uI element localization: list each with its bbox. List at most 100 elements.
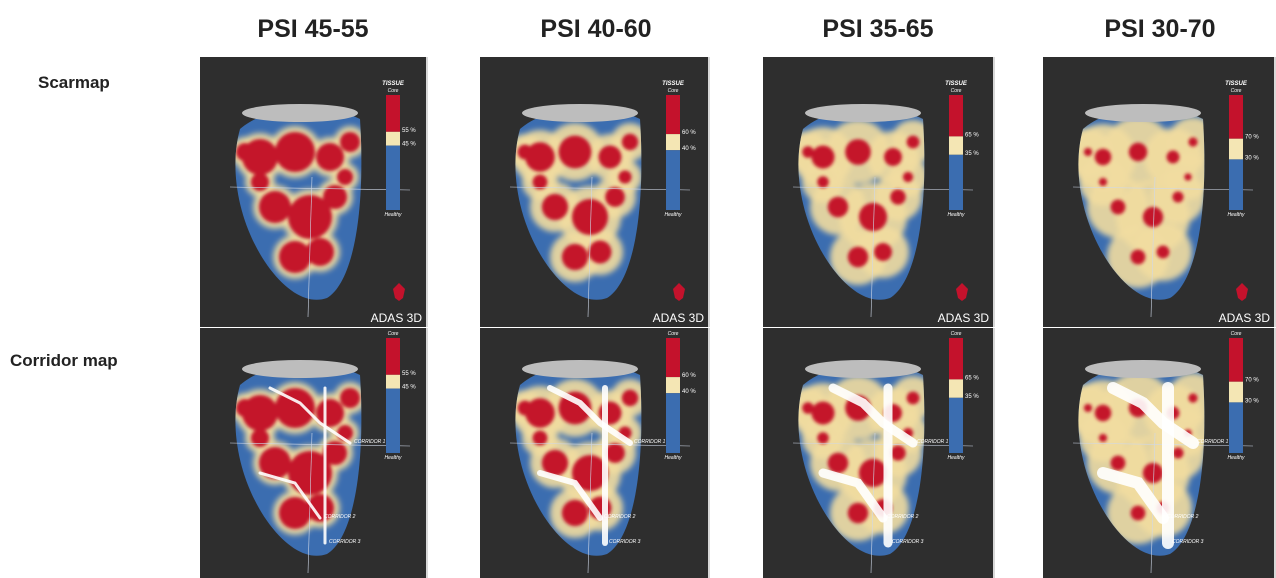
core — [811, 401, 834, 424]
panel-edge — [426, 328, 428, 578]
panel-edge — [426, 57, 428, 327]
logo-text: ADAS 3D — [653, 311, 705, 325]
core — [1167, 151, 1180, 164]
legend-blue — [949, 155, 963, 210]
core — [828, 197, 848, 217]
corridor-label: CORRIDOR 3 — [1172, 539, 1204, 545]
legend-mid — [1229, 139, 1243, 160]
core — [518, 145, 533, 160]
core — [1188, 393, 1197, 402]
core — [279, 241, 311, 273]
legend-core: Core — [951, 88, 962, 94]
core — [340, 388, 360, 408]
core — [817, 432, 829, 444]
heart-cap — [522, 360, 638, 378]
panel-edge — [993, 57, 995, 327]
core — [589, 241, 612, 264]
legend-title: TISSUE — [382, 81, 405, 87]
legend-healthy: Healthy — [948, 212, 965, 218]
legend-mid — [1229, 382, 1243, 403]
legend-lower: 45 % — [402, 385, 416, 391]
legend-lower: 40 % — [682, 146, 696, 152]
core — [1129, 143, 1147, 161]
legend-mid — [666, 134, 680, 150]
legend-red — [386, 338, 400, 375]
legend-upper: 65 % — [965, 132, 979, 138]
panel: CORRIDOR 1CORRIDOR 2CORRIDOR 3Core60 %40… — [480, 313, 710, 578]
core — [1095, 149, 1112, 166]
core — [1157, 246, 1170, 259]
core — [1084, 404, 1092, 412]
core — [890, 445, 905, 460]
corridor-label: CORRIDOR 1 — [354, 439, 386, 445]
core — [1143, 207, 1163, 227]
core — [1099, 178, 1107, 186]
corridor-label: CORRIDOR 2 — [604, 514, 636, 520]
core — [618, 170, 631, 183]
legend-core: Core — [951, 331, 962, 337]
core — [605, 443, 625, 463]
legend-healthy: Healthy — [665, 455, 682, 461]
legend-lower: 35 % — [965, 151, 979, 157]
core — [337, 169, 353, 185]
legend-mid — [386, 375, 400, 389]
legend-lower: 40 % — [682, 389, 696, 395]
legend-red — [666, 338, 680, 377]
panel-edge — [993, 328, 995, 578]
core — [542, 194, 568, 220]
core — [802, 146, 814, 158]
legend-red — [949, 338, 963, 379]
legend-upper: 70 % — [1245, 378, 1259, 384]
core — [316, 143, 344, 171]
legend-lower: 35 % — [965, 394, 979, 400]
core — [1099, 434, 1107, 442]
core — [518, 401, 533, 416]
core — [1188, 137, 1197, 146]
core — [599, 146, 622, 169]
panel: CORRIDOR 1CORRIDOR 2CORRIDOR 3Core70 %30… — [1043, 313, 1276, 578]
core — [1172, 447, 1183, 458]
legend-upper: 55 % — [402, 371, 416, 377]
legend-lower: 30 % — [1245, 398, 1259, 404]
core — [251, 173, 269, 191]
legend-mid — [666, 377, 680, 393]
core — [802, 402, 814, 414]
heart-cap — [242, 360, 358, 378]
core — [848, 247, 868, 267]
legend-healthy: Healthy — [665, 212, 682, 218]
core — [811, 145, 834, 168]
core — [605, 187, 625, 207]
core — [848, 503, 868, 523]
core — [340, 132, 360, 152]
legend-mid — [949, 136, 963, 154]
core — [562, 244, 588, 270]
legend-core: Core — [668, 88, 679, 94]
legend-core: Core — [1231, 331, 1242, 337]
legend-upper: 60 % — [682, 373, 696, 379]
corridor-label: CORRIDOR 3 — [892, 539, 924, 545]
core — [236, 143, 254, 161]
heart-cap — [805, 360, 921, 378]
core — [1095, 405, 1112, 422]
legend-upper: 70 % — [1245, 135, 1259, 141]
panel: TISSUECore65 %35 %HealthyADAS 3D — [763, 57, 995, 327]
column-title: PSI 30-70 — [1104, 15, 1215, 43]
core — [622, 390, 638, 406]
core — [1131, 506, 1146, 521]
core — [559, 136, 592, 169]
core — [1111, 200, 1126, 215]
core — [236, 399, 254, 417]
legend-red — [949, 95, 963, 136]
legend-title: TISSUE — [945, 81, 968, 87]
legend-blue — [1229, 159, 1243, 210]
legend-mid — [386, 132, 400, 146]
legend-red — [666, 95, 680, 134]
core — [828, 453, 848, 473]
core — [890, 189, 905, 204]
legend-blue — [1229, 402, 1243, 453]
corridor-label: CORRIDOR 3 — [329, 539, 361, 545]
legend-blue — [666, 393, 680, 453]
legend-core: Core — [668, 331, 679, 337]
